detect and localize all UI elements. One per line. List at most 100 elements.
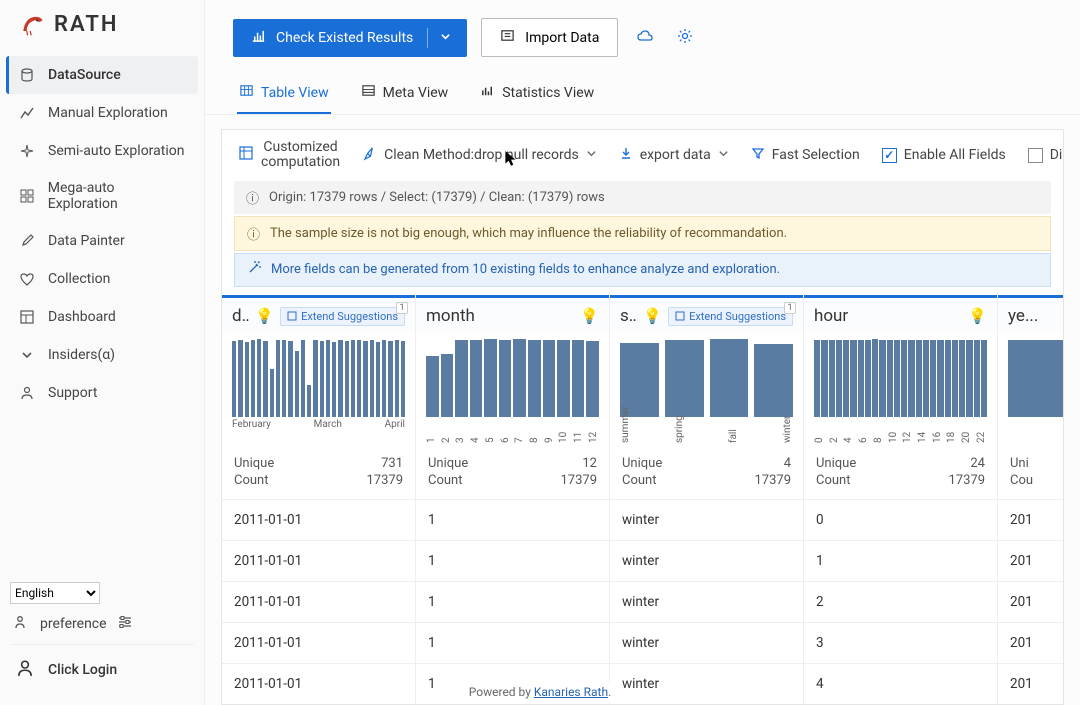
- sidebar-item-insiders-[interactable]: Insiders(α): [6, 336, 198, 374]
- sidebar-item-mega-auto-exploration[interactable]: Mega-auto Exploration: [6, 170, 198, 222]
- export-data-dropdown[interactable]: export data: [619, 146, 729, 164]
- tab-table-view[interactable]: Table View: [237, 75, 331, 114]
- user-icon: [16, 659, 34, 681]
- warning-banner: ⓘ The sample size is not big enough, whi…: [234, 216, 1051, 251]
- table-cell: 1: [416, 581, 609, 622]
- sidebar: RATH DataSource Manual Exploration Semi-au…: [0, 0, 205, 705]
- bulb-icon[interactable]: 💡: [255, 307, 274, 325]
- table-cell: 1: [416, 540, 609, 581]
- layout-icon: [18, 308, 36, 326]
- kanaries-link[interactable]: Kanaries Rath: [534, 685, 608, 699]
- language-select[interactable]: English: [10, 582, 100, 604]
- sidebar-item-collection[interactable]: Collection: [6, 260, 198, 298]
- column-chart: [804, 333, 997, 419]
- table-cell: 201: [998, 622, 1063, 663]
- table-cell: 2: [804, 581, 997, 622]
- nav-label: Insiders(α): [48, 347, 115, 363]
- table-cog-icon: [238, 145, 254, 165]
- bulb-icon[interactable]: 💡: [580, 307, 599, 325]
- preference-link[interactable]: preference: [10, 604, 194, 644]
- bulb-icon[interactable]: 💡: [643, 307, 662, 325]
- column-4: ye...💡 Uni Cou201201201201201: [998, 295, 1063, 704]
- column-2: se...💡Extend Suggestions1summerspringfal…: [610, 295, 804, 704]
- sidebar-item-data-painter[interactable]: Data Painter: [6, 222, 198, 260]
- chevron-icon: [18, 346, 36, 364]
- columns-container: d... 💡 Extend Suggestions1 FebruaryMarchApr…: [222, 295, 1063, 704]
- sparkle-icon: [18, 142, 36, 160]
- nav-label: Semi-auto Exploration: [48, 143, 184, 159]
- logo: RATH: [0, 0, 204, 52]
- table-cell: winter: [610, 540, 803, 581]
- enable-all-checkbox[interactable]: Enable All Fields: [882, 147, 1006, 163]
- sidebar-item-semi-auto-exploration[interactable]: Semi-auto Exploration: [6, 132, 198, 170]
- nav-label: Data Painter: [48, 233, 125, 249]
- chart-labels: 0246810121416182022: [804, 419, 997, 449]
- check-results-button[interactable]: Check Existed Results: [233, 19, 467, 57]
- extend-suggestions-badge[interactable]: Extend Suggestions1: [280, 307, 405, 326]
- tab-icon: [480, 83, 495, 102]
- data-panel: Customized computation Clean Method:drop…: [221, 129, 1064, 705]
- column-stats: Unique24 Count17379: [804, 449, 997, 499]
- table-cell: 3: [804, 622, 997, 663]
- sidebar-item-datasource[interactable]: DataSource: [6, 56, 198, 94]
- nav-label: Mega-auto Exploration: [48, 180, 186, 212]
- column-stats: Unique12 Count17379: [416, 449, 609, 499]
- nav-label: Support: [48, 385, 97, 401]
- column-header[interactable]: month 💡: [416, 295, 609, 333]
- column-title: month: [426, 306, 574, 326]
- logo-icon: [18, 10, 46, 38]
- extend-suggestions-badge[interactable]: Extend Suggestions1: [668, 307, 793, 326]
- person-settings-icon: [14, 614, 30, 634]
- disable-all-checkbox[interactable]: Disable All Fields: [1028, 147, 1064, 163]
- person-icon: [18, 384, 36, 402]
- column-title: d...: [232, 306, 249, 326]
- column-header[interactable]: d... 💡 Extend Suggestions1: [222, 295, 415, 333]
- table-cell: 1: [416, 499, 609, 540]
- column-title: hour: [814, 306, 962, 326]
- nav-label: DataSource: [48, 67, 121, 83]
- column-0: d... 💡 Extend Suggestions1 FebruaryMarchApr…: [222, 295, 416, 704]
- table-cell: 1: [416, 622, 609, 663]
- sidebar-item-dashboard[interactable]: Dashboard: [6, 298, 198, 336]
- column-header[interactable]: hour 💡: [804, 295, 997, 333]
- table-cell: winter: [610, 622, 803, 663]
- cloud-icon[interactable]: [632, 23, 658, 53]
- column-title: ye...: [1008, 306, 1063, 326]
- wand-icon: [247, 261, 261, 279]
- sidebar-item-manual-exploration[interactable]: Manual Exploration: [6, 94, 198, 132]
- table-cell: 2011-01-01: [222, 622, 415, 663]
- info-banner: ⓘ Origin: 17379 rows / Select: (17379) /…: [234, 181, 1051, 214]
- bulb-icon[interactable]: 💡: [968, 307, 987, 325]
- preference-label: preference: [40, 616, 107, 632]
- customized-computation[interactable]: Customized computation: [238, 140, 340, 171]
- column-3: hour 💡 0246810121416182022 Unique24 Count1…: [804, 295, 998, 704]
- tab-meta-view[interactable]: Meta View: [359, 75, 451, 114]
- topbar: Check Existed Results Import Data: [205, 0, 1080, 75]
- login-button[interactable]: Click Login: [10, 644, 194, 695]
- column-header[interactable]: ye...💡: [998, 295, 1063, 333]
- tab-statistics-view[interactable]: Statistics View: [478, 75, 596, 114]
- fast-selection-button[interactable]: Fast Selection: [751, 146, 860, 164]
- chart-labels: FebruaryMarchApril: [222, 419, 415, 449]
- column-stats: Uni Cou: [998, 449, 1063, 499]
- warning-icon: ⓘ: [247, 224, 260, 243]
- column-chart: [610, 333, 803, 419]
- import-data-button[interactable]: Import Data: [481, 18, 618, 57]
- sidebar-item-support[interactable]: Support: [6, 374, 198, 412]
- gear-icon[interactable]: [672, 23, 698, 53]
- sliders-icon: [117, 614, 133, 634]
- download-icon: [619, 146, 633, 164]
- chevron-down-icon[interactable]: [427, 28, 457, 48]
- login-label: Click Login: [48, 662, 117, 678]
- grid-icon: [18, 187, 36, 205]
- brush-icon: [18, 232, 36, 250]
- tip-banner[interactable]: More fields can be generated from 10 exi…: [234, 253, 1051, 287]
- table-cell: 2011-01-01: [222, 581, 415, 622]
- view-tabs: Table View Meta View Statistics View: [205, 75, 1080, 115]
- main: Check Existed Results Import Data Table …: [205, 0, 1080, 705]
- column-header[interactable]: se...💡Extend Suggestions1: [610, 295, 803, 333]
- column-chart: [222, 333, 415, 419]
- clean-method-dropdown[interactable]: Clean Method:drop null records: [362, 146, 597, 165]
- column-1: month💡123456789101112 Unique12 Count1737…: [416, 295, 610, 704]
- app-name: RATH: [54, 12, 118, 37]
